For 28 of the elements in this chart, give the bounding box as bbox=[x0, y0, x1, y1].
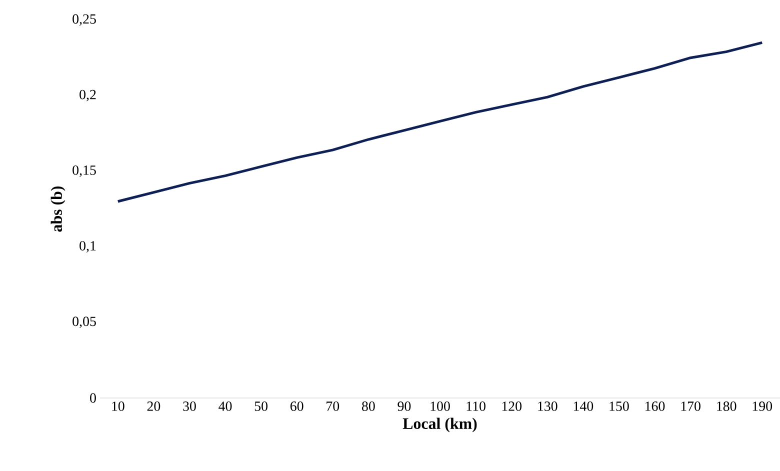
x-tick-label: 30 bbox=[183, 402, 196, 411]
x-tick-label: 180 bbox=[717, 402, 736, 411]
y-tick-label: 0,2 bbox=[80, 90, 96, 102]
x-tick-label: 140 bbox=[574, 402, 594, 411]
x-tick-label: 190 bbox=[752, 402, 772, 411]
x-tick-label: 60 bbox=[290, 402, 304, 411]
x-tick-label: 80 bbox=[362, 402, 375, 411]
x-tick-label: 130 bbox=[538, 402, 558, 411]
x-tick-label: 10 bbox=[112, 402, 124, 411]
y-axis-title: abs (b) bbox=[50, 186, 66, 232]
x-axis-title: Local (km) bbox=[402, 418, 477, 432]
x-tick-label: 150 bbox=[610, 402, 629, 411]
y-tick-label: 0 bbox=[90, 393, 96, 403]
x-tick-label: 20 bbox=[147, 402, 160, 411]
y-tick-label: 0,25 bbox=[72, 14, 96, 26]
x-tick-label: 170 bbox=[681, 402, 700, 411]
x-tick-label: 70 bbox=[326, 402, 340, 411]
x-tick-label: 50 bbox=[254, 402, 268, 411]
x-tick-label: 110 bbox=[466, 402, 486, 411]
x-tick-label: 40 bbox=[218, 402, 232, 411]
x-tick-label: 100 bbox=[430, 402, 450, 411]
x-tick-label: 120 bbox=[502, 402, 522, 411]
line-series bbox=[116, 41, 764, 203]
x-tick-label: 90 bbox=[398, 402, 411, 411]
x-tick-label: 160 bbox=[646, 402, 665, 411]
y-tick-label: 0,15 bbox=[72, 165, 96, 177]
y-tick-label: 0,1 bbox=[80, 241, 96, 253]
y-tick-label: 0,05 bbox=[72, 316, 96, 328]
